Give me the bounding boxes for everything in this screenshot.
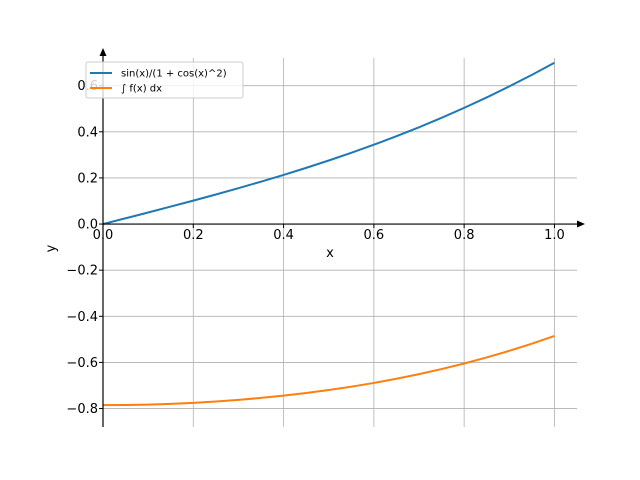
series-line-1 bbox=[102, 61, 555, 226]
y-tick-label: −0.6 bbox=[66, 356, 98, 371]
legend-box bbox=[85, 61, 244, 99]
x-tick-label: 0.0 bbox=[93, 228, 114, 243]
x-axis-arrow bbox=[577, 220, 585, 228]
x-tick-label: 0.6 bbox=[364, 228, 385, 243]
ticks: 0.0 0.2 0.4 0.6 0.8 1.0 −0.8 −0.6 −0.4 −0.2 0.0 0.2… bbox=[66, 79, 564, 417]
x-tick-label: 0.8 bbox=[454, 228, 475, 243]
series-line-2 bbox=[102, 334, 555, 407]
y-tick-label: −0.4 bbox=[66, 310, 98, 325]
series-layer bbox=[102, 61, 555, 407]
grid bbox=[102, 58, 577, 427]
y-tick-label: −0.2 bbox=[66, 264, 98, 279]
y-tick-label: 0.0 bbox=[77, 218, 98, 233]
x-tick-label: 0.4 bbox=[273, 228, 294, 243]
y-tick-label: −0.8 bbox=[66, 402, 98, 417]
legend: sin(x)/(1 + cos(x)^2) ∫ f(x) dx bbox=[85, 61, 244, 99]
y-tick-label: 0.4 bbox=[77, 125, 98, 140]
y-tick-label: 0.2 bbox=[77, 171, 98, 186]
x-tick-label: 1.0 bbox=[544, 228, 565, 243]
y-axis-label: y bbox=[44, 244, 59, 252]
legend-label-series-1: sin(x)/(1 + cos(x)^2) bbox=[121, 69, 227, 80]
y-axis-arrow bbox=[99, 48, 107, 56]
axes bbox=[99, 48, 585, 427]
legend-label-series-2: ∫ f(x) dx bbox=[121, 84, 162, 95]
x-axis-label: x bbox=[326, 246, 334, 261]
x-tick-label: 0.2 bbox=[183, 228, 204, 243]
